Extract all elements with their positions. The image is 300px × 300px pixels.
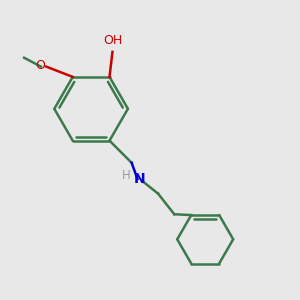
Text: H: H: [122, 169, 131, 182]
Text: O: O: [35, 58, 45, 72]
Text: OH: OH: [103, 34, 122, 47]
Text: N: N: [134, 172, 146, 186]
